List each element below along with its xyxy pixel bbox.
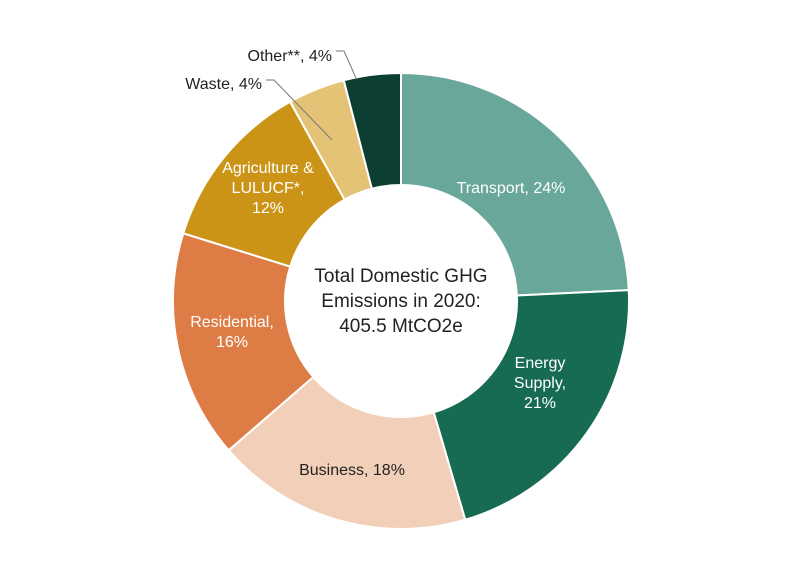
center-total-label: Total Domestic GHG Emissions in 2020: 405.… (314, 266, 487, 337)
slice-business (227, 375, 467, 530)
slice-label-business: Business, 18% (299, 462, 405, 479)
slice-label-transport: Transport, 24% (457, 180, 566, 197)
slice-label-residential: Residential, 16% (190, 314, 274, 351)
slice-energy-supply (432, 289, 630, 522)
leader-line-waste (266, 79, 333, 141)
slice-other (342, 71, 402, 190)
leader-lines-layer (266, 50, 357, 141)
slice-residential (172, 232, 315, 452)
slices-layer (172, 71, 630, 530)
slice-labels-layer: Transport, 24% Energy Supply, 21% Business, … (185, 48, 566, 479)
leader-line-other (336, 50, 357, 79)
slice-label-waste: Waste, 4% (185, 76, 262, 93)
slice-label-other: Other**, 4% (248, 48, 332, 65)
slice-transport (400, 71, 630, 297)
slice-label-agriculture-lulucf: Agriculture & LULUCF*, 12% (222, 160, 314, 217)
slice-label-energy-supply: Energy Supply, 21% (514, 355, 566, 412)
